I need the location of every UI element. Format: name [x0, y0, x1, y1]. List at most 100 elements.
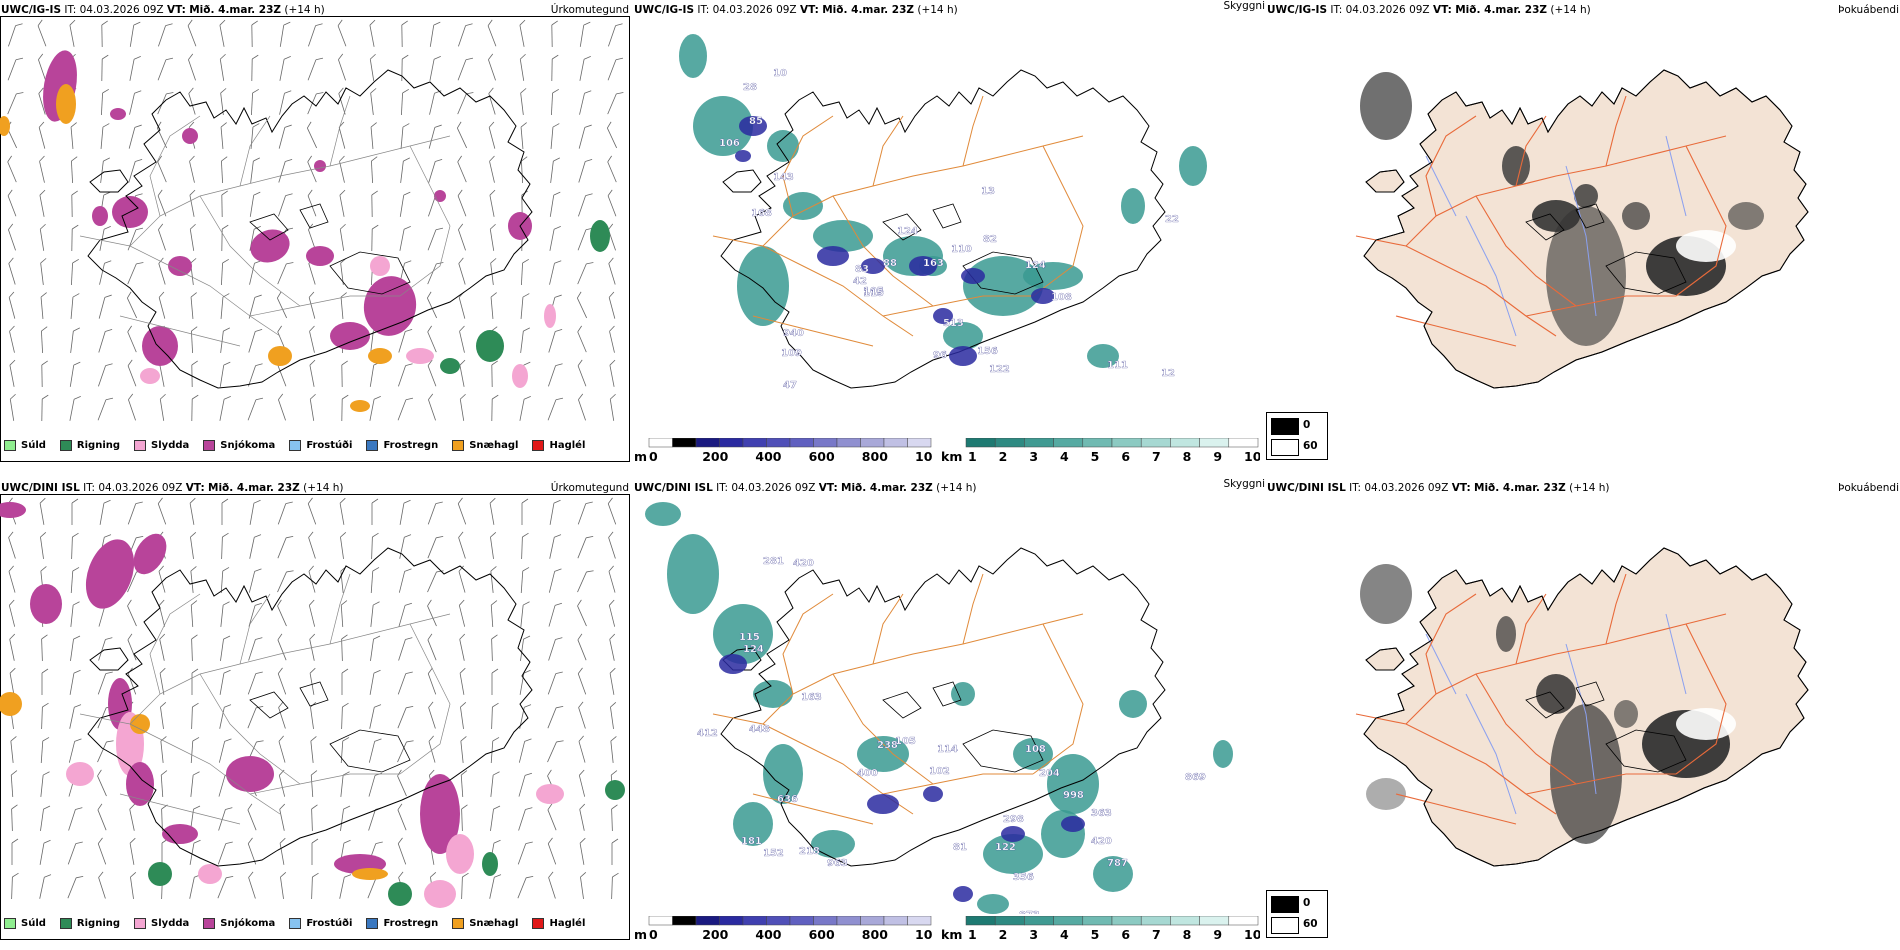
barb-shaft — [520, 570, 524, 594]
barb-flag — [490, 292, 497, 298]
colorbar-tick-label: 6 — [1121, 449, 1130, 464]
wind-barb — [128, 393, 136, 421]
legend-swatch — [532, 440, 545, 451]
barb-flag — [609, 633, 616, 640]
barb-flag — [226, 875, 234, 879]
wind-barb — [9, 359, 16, 387]
barb-flag — [403, 226, 411, 230]
wind-barb — [310, 770, 318, 798]
barb-shaft — [489, 195, 495, 217]
ceiling-label: 109 — [781, 348, 802, 359]
ceiling-label: 108 — [1025, 744, 1046, 755]
wind-barb — [549, 260, 562, 285]
wind-barb — [551, 20, 558, 48]
wind-barb — [340, 292, 347, 319]
barb-flag — [160, 393, 166, 400]
wind-barb — [399, 499, 411, 525]
wind-barb — [489, 155, 495, 183]
barb-flag — [224, 738, 232, 742]
barb-shaft — [609, 639, 615, 661]
barb-shaft — [518, 741, 526, 763]
wind-barb — [401, 20, 408, 48]
precip-map[interactable] — [0, 494, 630, 914]
colorbar-step — [1111, 438, 1142, 448]
barb-shaft — [577, 263, 587, 285]
barb-flag — [372, 532, 379, 538]
precip-map[interactable] — [0, 16, 630, 436]
barb-flag — [105, 363, 113, 366]
glacier-outline — [882, 691, 922, 719]
wind-barb — [70, 601, 80, 627]
colorbar-tick-label: 600 — [809, 449, 835, 464]
barb-flag — [434, 124, 442, 128]
barb-flag — [8, 565, 14, 572]
road — [129, 613, 451, 725]
barb-flag — [405, 397, 414, 401]
barb-flag — [70, 122, 77, 128]
barb-flag — [459, 633, 466, 640]
barb-shaft — [247, 809, 257, 831]
barb-flag — [40, 258, 47, 264]
ceiling-area — [1031, 288, 1055, 304]
barb-flag — [520, 122, 527, 128]
wind-barbs — [6, 19, 624, 422]
colorbar-step — [648, 916, 673, 926]
road — [762, 135, 1084, 247]
barb-flag — [465, 57, 474, 61]
colorbar-tick-label: 800 — [862, 927, 888, 942]
road — [239, 593, 271, 665]
ceiling-area — [953, 886, 973, 902]
colorbar-step — [907, 916, 932, 926]
ceiling-label: 111 — [1107, 360, 1128, 371]
visibility-area — [983, 834, 1043, 874]
wind-barb — [489, 223, 496, 251]
wind-barb — [68, 738, 82, 763]
barb-shaft — [190, 775, 194, 797]
barb-flag — [339, 189, 346, 196]
wind-barb — [340, 771, 350, 797]
wind-barb — [607, 92, 624, 115]
wind-barb — [580, 872, 587, 899]
precip-cell — [536, 784, 564, 804]
barb-shaft — [189, 229, 195, 251]
ceiling-label: 998 — [1063, 790, 1084, 801]
barb-shaft — [188, 93, 196, 115]
barb-shaft — [339, 161, 345, 183]
barb-flag — [15, 57, 24, 61]
barb-shaft — [220, 93, 224, 115]
ceiling-label: 168 — [751, 208, 772, 219]
barb-flag — [554, 534, 562, 538]
barb-shaft — [127, 229, 137, 251]
precip-cell — [605, 780, 625, 800]
barb-flag — [278, 393, 284, 400]
barb-shaft — [426, 297, 438, 319]
fog-map[interactable] — [1266, 494, 1900, 914]
colorbar-tick-label: 7 — [1152, 927, 1161, 942]
colorbar-tick-label: 0 — [649, 449, 658, 464]
colorbar-step — [965, 916, 996, 926]
barb-shaft — [520, 639, 524, 661]
ceiling-label: 83 — [855, 264, 869, 275]
legend-item: Snjókoma — [203, 918, 275, 929]
barb-flag — [370, 122, 377, 128]
road — [199, 673, 301, 785]
barb-flag — [102, 123, 110, 128]
model-name: UWC/IG-IS — [1267, 4, 1328, 16]
colorbar-step — [742, 438, 767, 448]
barb-flag — [220, 53, 226, 60]
fog-map[interactable] — [1266, 16, 1900, 436]
wind-barb — [9, 633, 16, 661]
barb-shaft — [277, 537, 287, 559]
colorbar-tick-label: 10 — [1244, 927, 1260, 942]
legend-item: Frostregn — [366, 440, 438, 451]
barb-shaft — [578, 399, 586, 421]
ceiling-area — [739, 116, 767, 136]
map-frame — [0, 494, 630, 940]
it-label: IT: — [1330, 4, 1343, 16]
barb-shaft — [278, 195, 286, 217]
barb-flag — [491, 394, 499, 400]
barb-flag — [222, 601, 230, 606]
barb-flag — [279, 837, 286, 844]
